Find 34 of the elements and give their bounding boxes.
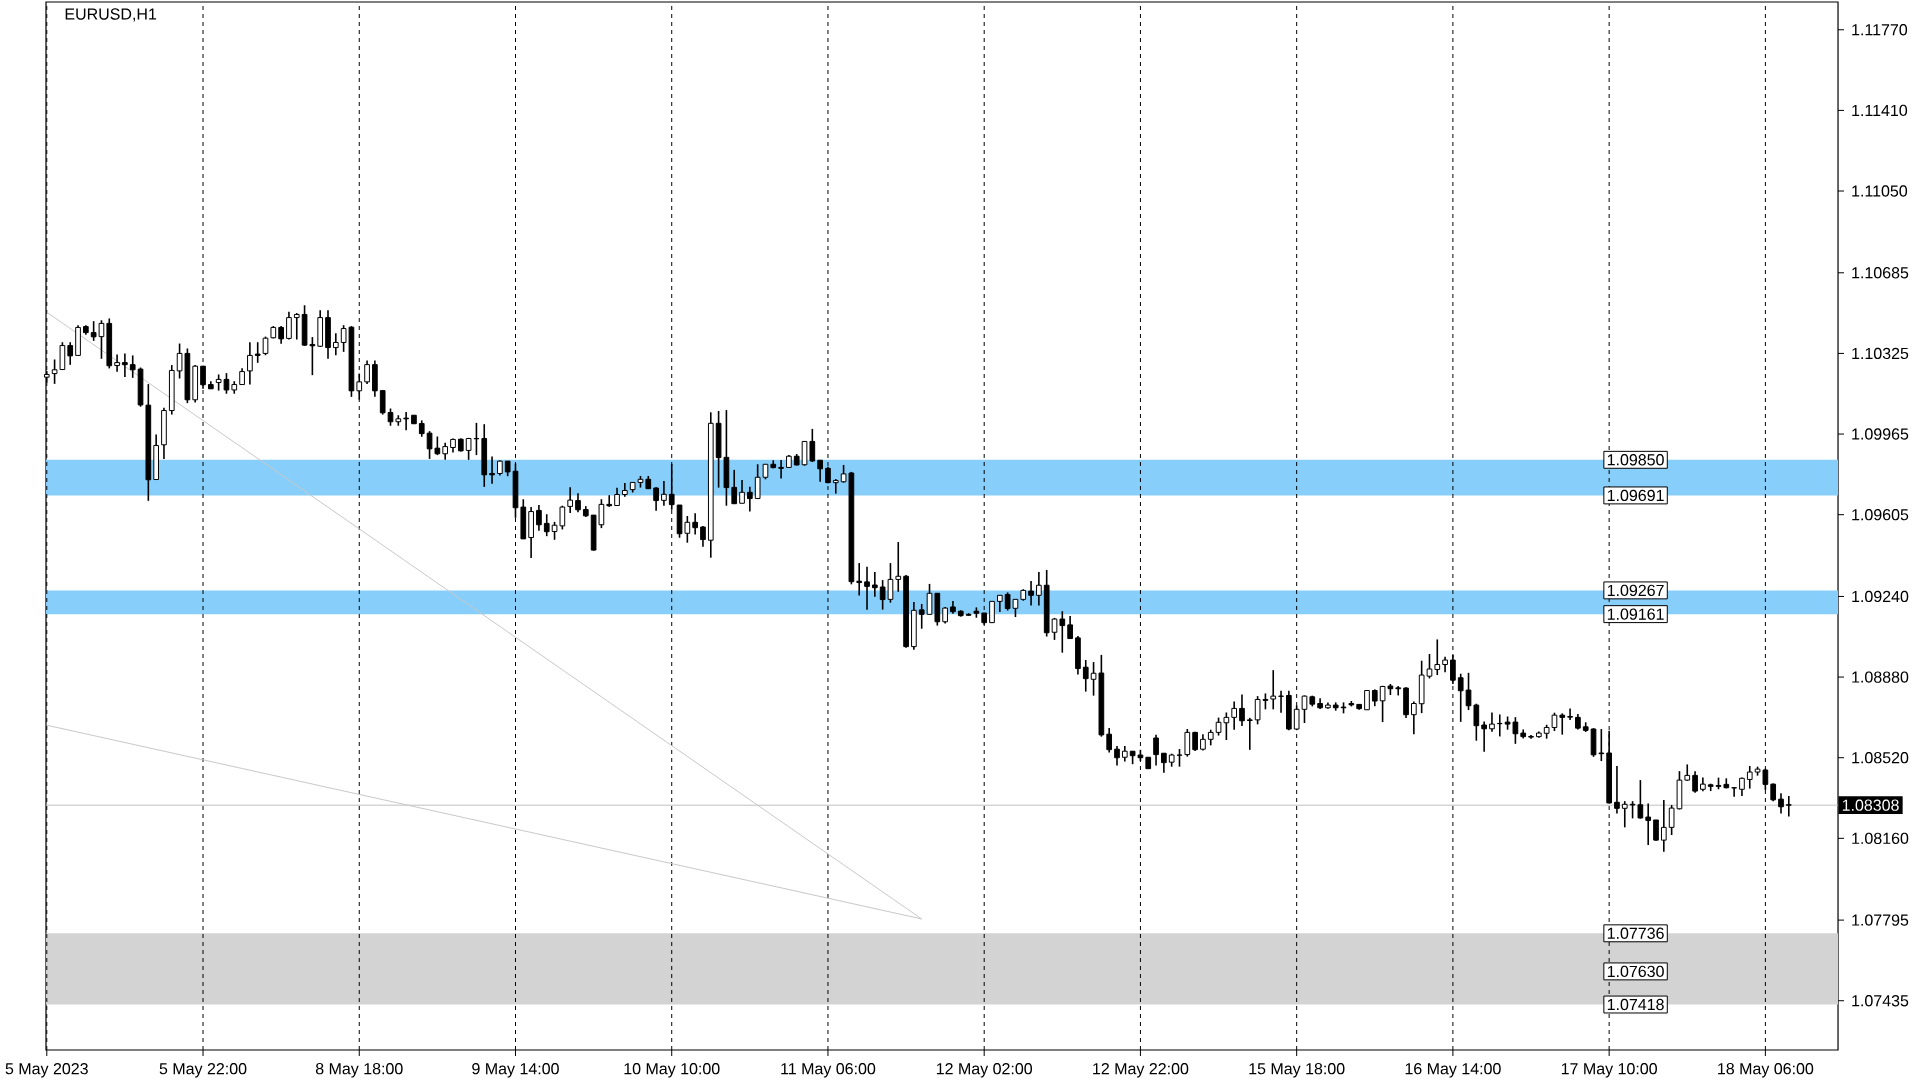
y-tick-label: 1.07795 bbox=[1852, 914, 1909, 926]
x-tick-label: 9 May 14:00 bbox=[472, 1063, 559, 1078]
y-tick-label: 1.08160 bbox=[1852, 832, 1909, 844]
x-tick-label: 5 May 2023 bbox=[5, 1063, 88, 1078]
annotation: 1.09267 bbox=[1607, 584, 1664, 597]
annotation: 1.07418 bbox=[1607, 998, 1664, 1011]
x-tick-label: 18 May 06:00 bbox=[1718, 1063, 1814, 1078]
x-tick-label: 5 May 22:00 bbox=[159, 1063, 247, 1078]
y-tick-label: 1.09605 bbox=[1852, 509, 1909, 521]
y-tick-label: 1.08880 bbox=[1852, 671, 1909, 683]
x-tick-label: 12 May 22:00 bbox=[1093, 1063, 1189, 1078]
y-tick-label: 1.11770 bbox=[1852, 24, 1908, 36]
annotation: 1.09850 bbox=[1607, 454, 1664, 466]
y-tick-label: 1.11050 bbox=[1852, 185, 1908, 197]
y-tick-label: 1.09965 bbox=[1852, 428, 1909, 440]
y-tick-label: 1.10325 bbox=[1852, 347, 1909, 360]
chart-title: EURUSD,H1 bbox=[65, 8, 157, 22]
annotation: 1.09691 bbox=[1607, 489, 1664, 502]
annotation: 1.07736 bbox=[1607, 927, 1664, 939]
x-tick-label: 10 May 10:00 bbox=[624, 1063, 720, 1078]
x-tick-label: 11 May 06:00 bbox=[781, 1063, 876, 1078]
x-tick-label: 8 May 18:00 bbox=[315, 1063, 403, 1078]
x-tick-label: 17 May 10:00 bbox=[1561, 1063, 1657, 1078]
y-tick-label: 1.11410 bbox=[1852, 104, 1908, 117]
y-tick-label: 1.09240 bbox=[1852, 590, 1909, 603]
y-tick-label: 1.10685 bbox=[1852, 267, 1909, 279]
annotation: 1.09161 bbox=[1607, 608, 1664, 620]
y-tick-label: 1.07435 bbox=[1852, 995, 1909, 1007]
annotation: 1.07630 bbox=[1607, 965, 1664, 978]
x-tick-label: 15 May 18:00 bbox=[1249, 1063, 1345, 1078]
x-tick-label: 16 May 14:00 bbox=[1405, 1063, 1501, 1078]
y-tick-label: 1.08520 bbox=[1852, 752, 1909, 764]
ref-line-label: 1.08308 bbox=[1842, 799, 1899, 811]
x-tick-label: 12 May 02:00 bbox=[936, 1063, 1033, 1078]
